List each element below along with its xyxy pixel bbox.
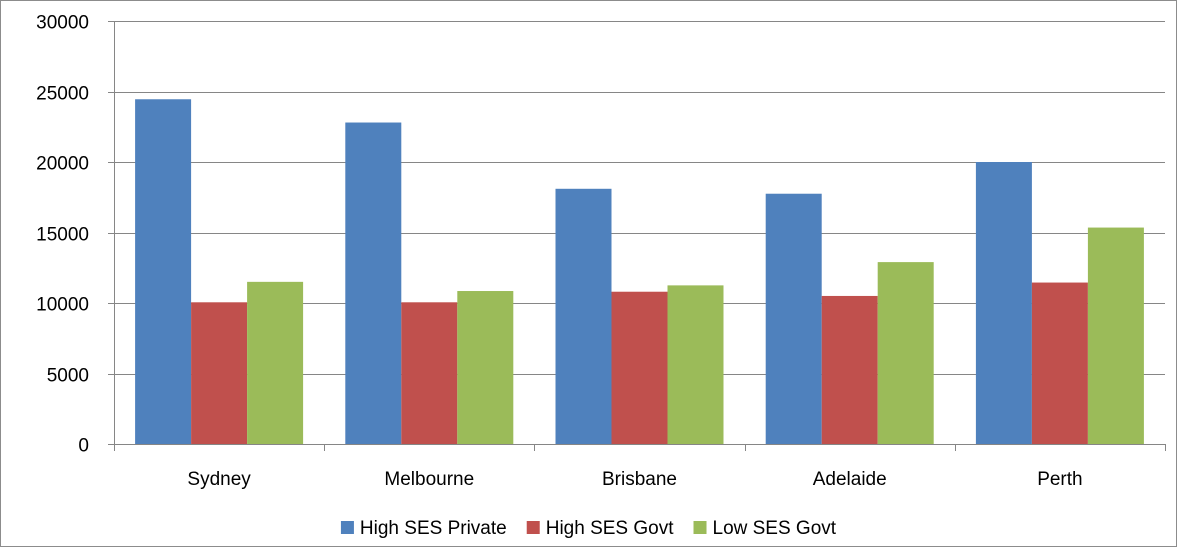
bar-high-ses-private [555, 188, 612, 444]
bars [135, 99, 1144, 445]
x-tick-label: Melbourne [384, 469, 474, 490]
axes: 0 5000 10000 15000 20000 25000 30000 Sydney Melb… [36, 13, 1166, 490]
legend-swatch-high-ses-govt [526, 521, 540, 534]
legend: High SES Private High SES Govt Low SES Gov… [340, 518, 837, 539]
bar-low-ses-govt [667, 285, 724, 444]
bar-low-ses-govt [247, 281, 304, 444]
x-tick-label: Adelaide [813, 469, 887, 490]
bar-high-ses-private [975, 162, 1032, 444]
legend-label-low-ses-govt: Low SES Govt [713, 518, 837, 539]
y-tick-label: 10000 [36, 295, 89, 316]
legend-swatch-low-ses-govt [693, 521, 707, 534]
bar-high-ses-govt [821, 295, 878, 444]
y-tick-label: 15000 [36, 225, 89, 246]
bar-low-ses-govt [457, 291, 514, 444]
y-tick-label: 0 [78, 436, 89, 457]
y-tick-label: 5000 [47, 366, 89, 387]
bar-high-ses-govt [191, 302, 248, 444]
legend-label-high-ses-private: High SES Private [360, 518, 507, 539]
bar-high-ses-private [765, 193, 822, 444]
legend-swatch-high-ses-private [340, 521, 354, 534]
bar-high-ses-private [345, 122, 402, 445]
bar-high-ses-govt [611, 291, 668, 444]
x-tick-label: Sydney [187, 469, 251, 490]
legend-label-high-ses-govt: High SES Govt [546, 518, 674, 539]
y-tick-label: 25000 [36, 84, 89, 105]
bar-high-ses-govt [401, 302, 458, 444]
bar-high-ses-private [135, 99, 192, 444]
bar-high-ses-govt [1031, 282, 1088, 444]
y-tick-label: 20000 [36, 154, 89, 175]
x-tick-label: Brisbane [602, 469, 677, 490]
bar-low-ses-govt [877, 262, 934, 444]
y-tick-label: 30000 [36, 13, 89, 34]
x-tick-label: Perth [1037, 469, 1082, 490]
bar-low-ses-govt [1087, 227, 1144, 444]
